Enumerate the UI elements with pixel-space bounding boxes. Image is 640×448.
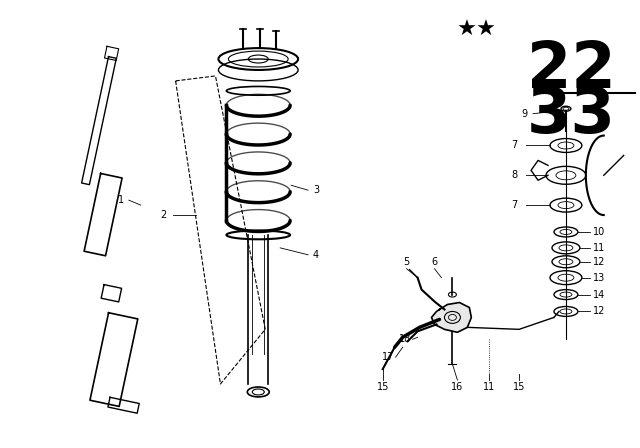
Polygon shape	[82, 56, 116, 185]
Text: ★★: ★★	[456, 20, 496, 40]
Polygon shape	[431, 302, 471, 332]
Text: 8: 8	[511, 170, 517, 180]
Text: 9: 9	[521, 109, 527, 119]
Ellipse shape	[561, 106, 571, 111]
Text: 16: 16	[451, 382, 463, 392]
Ellipse shape	[552, 242, 580, 254]
Polygon shape	[84, 173, 122, 256]
Text: 33: 33	[527, 84, 616, 146]
Text: 13: 13	[593, 273, 605, 283]
Polygon shape	[101, 284, 122, 302]
Text: 2: 2	[161, 210, 167, 220]
Text: 7: 7	[511, 141, 517, 151]
Text: 12: 12	[593, 257, 605, 267]
Text: 11: 11	[593, 243, 605, 253]
Ellipse shape	[449, 292, 456, 297]
Polygon shape	[90, 313, 138, 406]
Ellipse shape	[550, 138, 582, 152]
Ellipse shape	[546, 166, 586, 184]
Text: 22: 22	[527, 39, 616, 101]
Text: 11: 11	[483, 382, 495, 392]
Text: 4: 4	[313, 250, 319, 260]
Text: 17: 17	[381, 352, 394, 362]
Text: 10: 10	[593, 227, 605, 237]
Text: 18: 18	[399, 334, 411, 344]
Text: 5: 5	[403, 257, 410, 267]
Ellipse shape	[550, 198, 582, 212]
Text: 1: 1	[118, 195, 124, 205]
Ellipse shape	[554, 227, 578, 237]
Text: 12: 12	[593, 306, 605, 316]
Polygon shape	[104, 46, 118, 60]
Text: 15: 15	[376, 382, 389, 392]
Ellipse shape	[554, 289, 578, 300]
Ellipse shape	[247, 387, 269, 397]
Polygon shape	[108, 397, 140, 413]
Text: 6: 6	[431, 257, 438, 267]
Text: 14: 14	[593, 289, 605, 300]
Ellipse shape	[552, 256, 580, 268]
Ellipse shape	[554, 306, 578, 316]
Text: 7: 7	[511, 200, 517, 210]
Text: 3: 3	[313, 185, 319, 195]
Text: 15: 15	[513, 382, 525, 392]
Ellipse shape	[550, 271, 582, 284]
